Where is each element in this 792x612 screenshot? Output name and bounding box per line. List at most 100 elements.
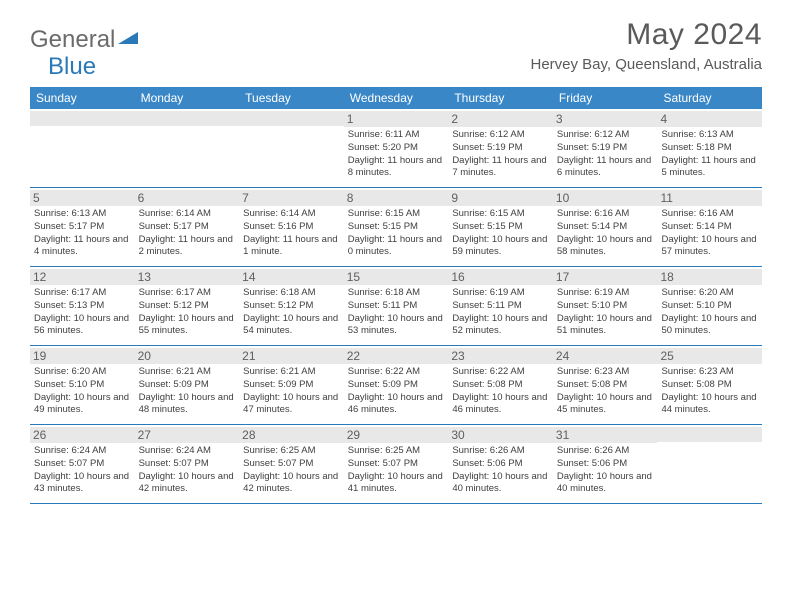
calendar-grid: SundayMondayTuesdayWednesdayThursdayFrid… bbox=[30, 87, 762, 504]
day-cell: 15Sunrise: 6:18 AMSunset: 5:11 PMDayligh… bbox=[344, 267, 449, 345]
weekday-header: Wednesday bbox=[344, 87, 449, 109]
day-cell: 12 Sunrise: 6:17 AMSunset: 5:13 PMDayligh… bbox=[30, 267, 135, 345]
week-row: 19Sunrise: 6:20 AMSunset: 5:10 PMDayligh… bbox=[30, 346, 762, 425]
day-number: 12 bbox=[30, 269, 135, 285]
day-cell: 7Sunrise: 6:14 AMSunset: 5:16 PMDaylight… bbox=[239, 188, 344, 266]
day-info: Sunrise: 6:20 AMSunset: 5:10 PMDaylight:… bbox=[661, 287, 758, 338]
day-info: Sunrise: 6:25 AMSunset: 5:07 PMDaylight:… bbox=[348, 445, 445, 496]
weekday-header: Friday bbox=[553, 87, 658, 109]
day-cell: 28Sunrise: 6:25 AMSunset: 5:07 PMDayligh… bbox=[239, 425, 344, 503]
day-cell: 2 Sunrise: 6:12 AMSunset: 5:19 PMDaylight… bbox=[448, 109, 553, 187]
day-number: 21 bbox=[239, 348, 344, 364]
weekday-header: Tuesday bbox=[239, 87, 344, 109]
day-number: 23 bbox=[448, 348, 553, 364]
day-number: 31 bbox=[553, 427, 658, 443]
empty-day-header bbox=[657, 427, 762, 442]
day-number: 29 bbox=[344, 427, 449, 443]
day-info: Sunrise: 6:18 AMSunset: 5:12 PMDaylight:… bbox=[243, 287, 340, 338]
day-cell: 20Sunrise: 6:21 AMSunset: 5:09 PMDayligh… bbox=[135, 346, 240, 424]
day-cell bbox=[657, 425, 762, 503]
day-number: 11 bbox=[657, 190, 762, 206]
day-info: Sunrise: 6:17 AMSunset: 5:13 PMDaylight:… bbox=[34, 287, 131, 338]
calendar-page: General May 2024 Hervey Bay, Queensland,… bbox=[0, 0, 792, 524]
day-number: 5 bbox=[30, 190, 135, 206]
empty-day-header bbox=[239, 111, 344, 126]
logo-text-blue: Blue bbox=[48, 53, 96, 80]
day-info: Sunrise: 6:14 AMSunset: 5:17 PMDaylight:… bbox=[139, 208, 236, 259]
logo: General bbox=[30, 26, 140, 54]
day-cell bbox=[239, 109, 344, 187]
day-info: Sunrise: 6:24 AMSunset: 5:07 PMDaylight:… bbox=[139, 445, 236, 496]
day-cell: 6 Sunrise: 6:14 AMSunset: 5:17 PMDaylight… bbox=[135, 188, 240, 266]
day-cell: 9 Sunrise: 6:15 AMSunset: 5:15 PMDaylight… bbox=[448, 188, 553, 266]
day-info: Sunrise: 6:16 AMSunset: 5:14 PMDaylight:… bbox=[661, 208, 758, 259]
day-info: Sunrise: 6:19 AMSunset: 5:11 PMDaylight:… bbox=[452, 287, 549, 338]
title-block: May 2024 Hervey Bay, Queensland, Austral… bbox=[530, 18, 762, 73]
day-info: Sunrise: 6:17 AMSunset: 5:12 PMDaylight:… bbox=[139, 287, 236, 338]
day-cell bbox=[30, 109, 135, 187]
weeks-container: 1 Sunrise: 6:11 AMSunset: 5:20 PMDaylight… bbox=[30, 109, 762, 504]
day-info: Sunrise: 6:21 AMSunset: 5:09 PMDaylight:… bbox=[243, 366, 340, 417]
day-number: 13 bbox=[135, 269, 240, 285]
day-cell: 24 Sunrise: 6:23 AMSunset: 5:08 PMDayligh… bbox=[553, 346, 658, 424]
location: Hervey Bay, Queensland, Australia bbox=[530, 56, 762, 73]
day-info: Sunrise: 6:22 AMSunset: 5:09 PMDaylight:… bbox=[348, 366, 445, 417]
day-info: Sunrise: 6:24 AMSunset: 5:07 PMDaylight:… bbox=[34, 445, 131, 496]
day-number: 9 bbox=[448, 190, 553, 206]
day-cell: 19Sunrise: 6:20 AMSunset: 5:10 PMDayligh… bbox=[30, 346, 135, 424]
day-info: Sunrise: 6:14 AMSunset: 5:16 PMDaylight:… bbox=[243, 208, 340, 259]
day-info: Sunrise: 6:23 AMSunset: 5:08 PMDaylight:… bbox=[661, 366, 758, 417]
month-title: May 2024 bbox=[530, 18, 762, 52]
day-info: Sunrise: 6:13 AMSunset: 5:17 PMDaylight:… bbox=[34, 208, 131, 259]
week-row: 12 Sunrise: 6:17 AMSunset: 5:13 PMDayligh… bbox=[30, 267, 762, 346]
day-cell: 17Sunrise: 6:19 AMSunset: 5:10 PMDayligh… bbox=[553, 267, 658, 345]
day-info: Sunrise: 6:11 AMSunset: 5:20 PMDaylight:… bbox=[348, 129, 445, 180]
day-info: Sunrise: 6:26 AMSunset: 5:06 PMDaylight:… bbox=[557, 445, 654, 496]
weekday-header: Monday bbox=[135, 87, 240, 109]
day-info: Sunrise: 6:21 AMSunset: 5:09 PMDaylight:… bbox=[139, 366, 236, 417]
day-info: Sunrise: 6:16 AMSunset: 5:14 PMDaylight:… bbox=[557, 208, 654, 259]
day-cell bbox=[135, 109, 240, 187]
day-number: 28 bbox=[239, 427, 344, 443]
weekday-header: Thursday bbox=[448, 87, 553, 109]
weekday-header: Sunday bbox=[30, 87, 135, 109]
day-info: Sunrise: 6:15 AMSunset: 5:15 PMDaylight:… bbox=[452, 208, 549, 259]
day-cell: 13 Sunrise: 6:17 AMSunset: 5:12 PMDayligh… bbox=[135, 267, 240, 345]
day-cell: 8 Sunrise: 6:15 AMSunset: 5:15 PMDaylight… bbox=[344, 188, 449, 266]
day-cell: 21 Sunrise: 6:21 AMSunset: 5:09 PMDayligh… bbox=[239, 346, 344, 424]
day-number: 8 bbox=[344, 190, 449, 206]
day-cell: 3Sunrise: 6:12 AMSunset: 5:19 PMDaylight… bbox=[553, 109, 658, 187]
day-info: Sunrise: 6:15 AMSunset: 5:15 PMDaylight:… bbox=[348, 208, 445, 259]
day-cell: 1 Sunrise: 6:11 AMSunset: 5:20 PMDaylight… bbox=[344, 109, 449, 187]
day-cell: 11 Sunrise: 6:16 AMSunset: 5:14 PMDayligh… bbox=[657, 188, 762, 266]
day-number: 16 bbox=[448, 269, 553, 285]
day-cell: 25 Sunrise: 6:23 AMSunset: 5:08 PMDayligh… bbox=[657, 346, 762, 424]
day-cell: 31 Sunrise: 6:26 AMSunset: 5:06 PMDayligh… bbox=[553, 425, 658, 503]
day-number: 22 bbox=[344, 348, 449, 364]
day-number: 6 bbox=[135, 190, 240, 206]
day-info: Sunrise: 6:22 AMSunset: 5:08 PMDaylight:… bbox=[452, 366, 549, 417]
day-info: Sunrise: 6:26 AMSunset: 5:06 PMDaylight:… bbox=[452, 445, 549, 496]
day-number: 2 bbox=[448, 111, 553, 127]
day-info: Sunrise: 6:23 AMSunset: 5:08 PMDaylight:… bbox=[557, 366, 654, 417]
day-number: 1 bbox=[344, 111, 449, 127]
day-info: Sunrise: 6:13 AMSunset: 5:18 PMDaylight:… bbox=[661, 129, 758, 180]
day-info: Sunrise: 6:12 AMSunset: 5:19 PMDaylight:… bbox=[557, 129, 654, 180]
weekday-header-row: SundayMondayTuesdayWednesdayThursdayFrid… bbox=[30, 87, 762, 109]
day-number: 27 bbox=[135, 427, 240, 443]
day-cell: 29 Sunrise: 6:25 AMSunset: 5:07 PMDayligh… bbox=[344, 425, 449, 503]
day-number: 30 bbox=[448, 427, 553, 443]
day-number: 10 bbox=[553, 190, 658, 206]
day-number: 19 bbox=[30, 348, 135, 364]
week-row: 26Sunrise: 6:24 AMSunset: 5:07 PMDayligh… bbox=[30, 425, 762, 504]
empty-day-header bbox=[30, 111, 135, 126]
day-cell: 23 Sunrise: 6:22 AMSunset: 5:08 PMDayligh… bbox=[448, 346, 553, 424]
day-cell: 26Sunrise: 6:24 AMSunset: 5:07 PMDayligh… bbox=[30, 425, 135, 503]
day-number: 25 bbox=[657, 348, 762, 364]
day-number: 24 bbox=[553, 348, 658, 364]
day-number: 15 bbox=[344, 269, 449, 285]
weekday-header: Saturday bbox=[657, 87, 762, 109]
empty-day-header bbox=[135, 111, 240, 126]
day-cell: 10 Sunrise: 6:16 AMSunset: 5:14 PMDayligh… bbox=[553, 188, 658, 266]
day-info: Sunrise: 6:12 AMSunset: 5:19 PMDaylight:… bbox=[452, 129, 549, 180]
